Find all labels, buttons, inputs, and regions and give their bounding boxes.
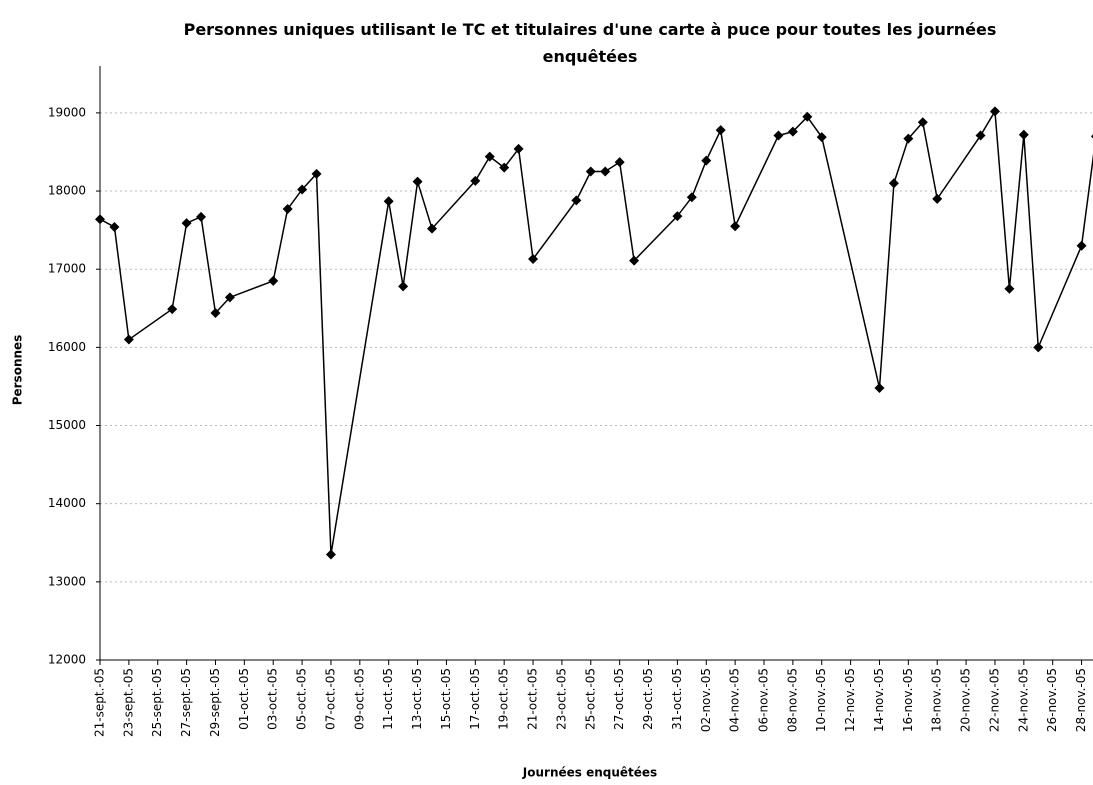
marker bbox=[282, 204, 293, 215]
x-tick-label: 15-oct.-05 bbox=[439, 668, 453, 730]
marker bbox=[167, 304, 178, 315]
marker bbox=[109, 222, 120, 233]
marker bbox=[614, 157, 625, 168]
y-axis-label: Personnes bbox=[11, 335, 25, 406]
marker bbox=[297, 184, 308, 195]
marker bbox=[484, 151, 495, 162]
marker bbox=[123, 334, 134, 345]
marker bbox=[513, 143, 524, 154]
marker bbox=[224, 292, 235, 303]
x-tick-label: 25-oct.-05 bbox=[583, 668, 597, 730]
marker bbox=[311, 168, 322, 179]
x-tick-label: 20-nov.-05 bbox=[959, 668, 973, 732]
x-tick-label: 29-oct.-05 bbox=[641, 668, 655, 730]
x-tick-label: 23-oct.-05 bbox=[554, 668, 568, 730]
marker bbox=[1018, 129, 1029, 140]
y-tick-label: 17000 bbox=[48, 262, 86, 276]
x-tick-label: 23-sept.-05 bbox=[121, 668, 135, 737]
data-line bbox=[99, 108, 1093, 555]
marker bbox=[383, 196, 394, 207]
x-tick-label: 27-oct.-05 bbox=[612, 668, 626, 730]
x-tick-label: 01-oct.-05 bbox=[237, 668, 251, 730]
marker bbox=[874, 383, 885, 394]
x-tick-label: 03-oct.-05 bbox=[266, 668, 280, 730]
x-tick-label: 28-nov.-05 bbox=[1074, 668, 1088, 732]
marker bbox=[398, 281, 409, 292]
marker bbox=[412, 176, 423, 187]
chart-title: Personnes uniques utilisant le TC et tit… bbox=[183, 20, 997, 66]
marker bbox=[499, 162, 510, 173]
marker bbox=[470, 175, 481, 186]
x-tick-label: 16-nov.-05 bbox=[901, 668, 915, 732]
y-tick-label: 16000 bbox=[48, 340, 86, 354]
marker bbox=[975, 130, 986, 141]
marker bbox=[268, 275, 279, 286]
x-tick-label: 05-oct.-05 bbox=[295, 668, 309, 730]
marker bbox=[701, 155, 712, 166]
marker bbox=[1004, 283, 1015, 294]
marker bbox=[210, 307, 221, 318]
x-tick-label: 21-oct.-05 bbox=[526, 668, 540, 730]
x-tick-label: 12-nov.-05 bbox=[843, 668, 857, 732]
marker bbox=[773, 130, 784, 141]
x-tick-label: 25-sept.-05 bbox=[150, 668, 164, 737]
x-tick-label: 24-nov.-05 bbox=[1016, 668, 1030, 732]
marker bbox=[427, 223, 437, 234]
x-tick-label: 11-oct.-05 bbox=[381, 668, 395, 730]
x-axis-label: Journées enquêtées bbox=[522, 766, 657, 780]
marker bbox=[989, 106, 1000, 117]
x-tick-label: 07-oct.-05 bbox=[323, 668, 337, 730]
marker bbox=[1076, 240, 1087, 251]
marker bbox=[888, 178, 899, 189]
x-tick-label: 18-nov.-05 bbox=[930, 668, 944, 732]
marker bbox=[571, 195, 582, 206]
marker bbox=[600, 166, 611, 177]
x-tick-label: 27-sept.-05 bbox=[179, 668, 193, 737]
x-tick-label: 14-nov.-05 bbox=[872, 668, 886, 732]
x-tick-label: 17-oct.-05 bbox=[468, 668, 482, 730]
marker bbox=[1033, 342, 1044, 353]
marker bbox=[686, 192, 697, 203]
x-tick-label: 26-nov.-05 bbox=[1045, 668, 1059, 732]
x-tick-label: 06-nov.-05 bbox=[757, 668, 771, 732]
x-tick-label: 04-nov.-05 bbox=[728, 668, 742, 732]
marker bbox=[528, 254, 539, 265]
y-tick-label: 19000 bbox=[48, 105, 86, 119]
x-tick-label: 10-nov.-05 bbox=[814, 668, 828, 732]
y-tick-label: 12000 bbox=[48, 653, 86, 667]
y-tick-label: 18000 bbox=[48, 184, 86, 198]
marker bbox=[802, 111, 813, 122]
marker bbox=[672, 211, 683, 222]
marker bbox=[325, 549, 336, 560]
x-tick-label: 22-nov.-05 bbox=[987, 668, 1001, 732]
y-tick-label: 13000 bbox=[48, 574, 86, 588]
marker bbox=[917, 117, 928, 128]
marker bbox=[629, 255, 640, 266]
x-tick-label: 02-nov.-05 bbox=[699, 668, 713, 732]
marker bbox=[196, 211, 207, 222]
x-tick-label: 29-sept.-05 bbox=[208, 668, 222, 737]
marker bbox=[787, 126, 798, 137]
x-tick-label: 31-oct.-05 bbox=[670, 668, 684, 730]
marker bbox=[715, 125, 726, 136]
marker bbox=[181, 218, 192, 229]
x-tick-label: 19-oct.-05 bbox=[497, 668, 511, 730]
x-tick-label: 09-oct.-05 bbox=[352, 668, 366, 730]
marker bbox=[585, 166, 596, 177]
marker bbox=[816, 132, 827, 143]
marker bbox=[932, 193, 943, 204]
marker bbox=[730, 221, 741, 232]
x-tick-label: 21-sept.-05 bbox=[93, 668, 107, 737]
x-tick-label: 13-oct.-05 bbox=[410, 668, 424, 730]
marker bbox=[903, 133, 914, 144]
x-tick-label: 08-nov.-05 bbox=[785, 668, 799, 732]
y-tick-label: 14000 bbox=[48, 496, 86, 510]
marker bbox=[95, 214, 105, 225]
y-tick-label: 15000 bbox=[48, 418, 86, 432]
